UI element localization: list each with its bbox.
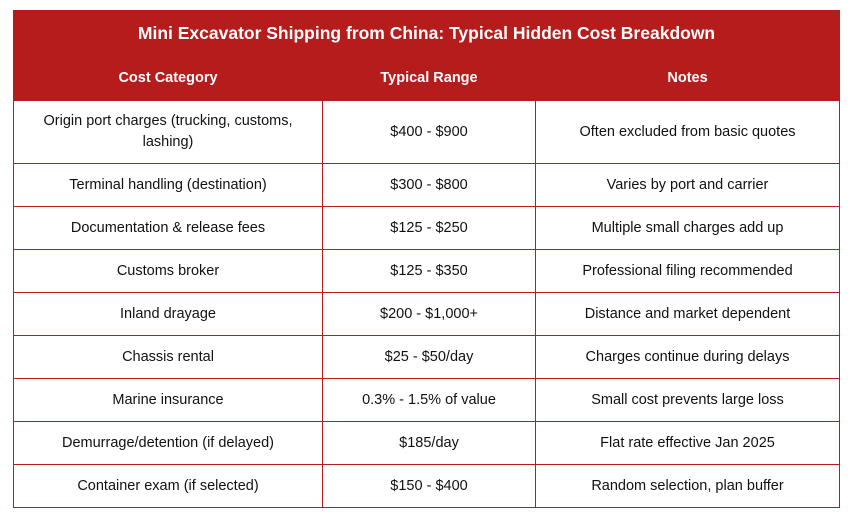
table-row: Terminal handling (destination) $300 - $…: [13, 163, 841, 207]
typical-range-cell: $150 - $400: [322, 464, 536, 508]
table-row: Chassis rental $25 - $50/day Charges con…: [13, 335, 841, 379]
notes-cell: Multiple small charges add up: [534, 206, 841, 250]
notes-cell: Often excluded from basic quotes: [534, 100, 841, 164]
typical-range-cell: $25 - $50/day: [322, 335, 536, 379]
notes-cell: Flat rate effective Jan 2025: [534, 421, 841, 465]
notes-cell: Distance and market dependent: [534, 292, 841, 336]
typical-range-cell: $125 - $350: [322, 249, 536, 293]
table-title-row: Mini Excavator Shipping from China: Typi…: [12, 10, 841, 56]
table-row: Demurrage/detention (if delayed) $185/da…: [13, 421, 841, 465]
cost-category-cell: Origin port charges (trucking, customs, …: [13, 100, 323, 164]
table-row: Inland drayage $200 - $1,000+ Distance a…: [13, 292, 841, 336]
typical-range-cell: $400 - $900: [322, 100, 536, 164]
typical-range-cell: $300 - $800: [322, 163, 536, 207]
notes-cell: Charges continue during delays: [534, 335, 841, 379]
notes-cell: Random selection, plan buffer: [534, 464, 841, 508]
cost-category-cell: Marine insurance: [13, 378, 323, 422]
typical-range-cell: $185/day: [322, 421, 536, 465]
cost-category-cell: Chassis rental: [13, 335, 323, 379]
cost-category-cell: Inland drayage: [13, 292, 323, 336]
typical-range-cell: 0.3% - 1.5% of value: [322, 378, 536, 422]
table-row: Container exam (if selected) $150 - $400…: [13, 464, 841, 508]
typical-range-cell: $125 - $250: [322, 206, 536, 250]
cost-category-cell: Container exam (if selected): [13, 464, 323, 508]
header-cost-category: Cost Category: [13, 55, 323, 101]
header-notes: Notes: [534, 55, 841, 101]
table-row: Marine insurance 0.3% - 1.5% of value Sm…: [13, 378, 841, 422]
table-row: Customs broker $125 - $350 Professional …: [13, 249, 841, 293]
table-row: Origin port charges (trucking, customs, …: [13, 100, 841, 164]
notes-cell: Varies by port and carrier: [534, 163, 841, 207]
cost-category-cell: Customs broker: [13, 249, 323, 293]
notes-cell: Small cost prevents large loss: [534, 378, 841, 422]
table-header-row: Cost Category Typical Range Notes: [13, 55, 841, 101]
table-title: Mini Excavator Shipping from China: Typi…: [12, 10, 841, 56]
notes-cell: Professional filing recommended: [534, 249, 841, 293]
cost-category-cell: Demurrage/detention (if delayed): [13, 421, 323, 465]
cost-breakdown-table: Mini Excavator Shipping from China: Typi…: [12, 10, 841, 508]
header-typical-range: Typical Range: [322, 55, 536, 101]
typical-range-cell: $200 - $1,000+: [322, 292, 536, 336]
cost-category-cell: Terminal handling (destination): [13, 163, 323, 207]
cost-category-cell: Documentation & release fees: [13, 206, 323, 250]
cost-breakdown-table-container: Mini Excavator Shipping from China: Typi…: [12, 10, 841, 508]
table-row: Documentation & release fees $125 - $250…: [13, 206, 841, 250]
